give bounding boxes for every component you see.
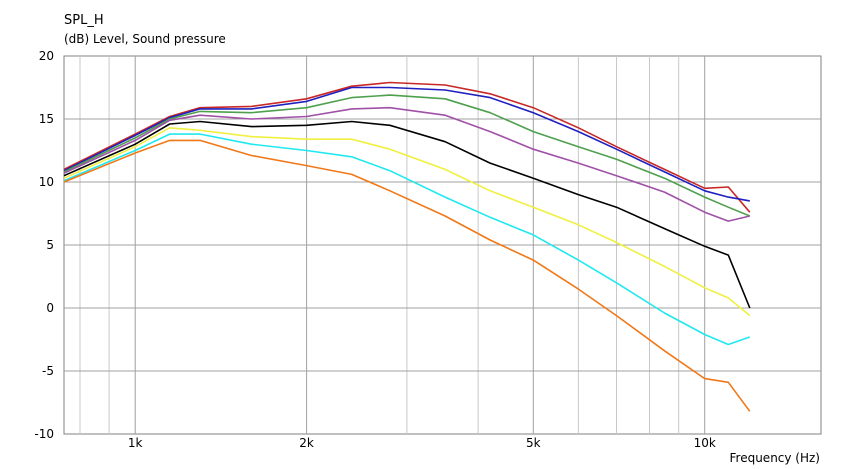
series-line-7 xyxy=(63,133,751,346)
series-line-8 xyxy=(63,139,751,412)
series-line-6 xyxy=(63,127,751,317)
series-line-3 xyxy=(63,94,751,217)
y-tick-label: 20 xyxy=(39,49,54,63)
x-tick-labels: 1k 2k 5k 10k xyxy=(128,436,716,450)
y-tick-label: 5 xyxy=(46,238,54,252)
x-axis-label: Frequency (Hz) xyxy=(730,451,821,465)
y-tick-label: -5 xyxy=(42,364,54,378)
x-tick-label: 5k xyxy=(526,436,541,450)
series-line-2 xyxy=(63,86,750,202)
y-tick-label: 15 xyxy=(39,112,54,126)
series-line-4 xyxy=(63,106,750,222)
chart-title: SPL_H xyxy=(64,13,104,28)
y-tick-label: -10 xyxy=(34,427,54,441)
y-tick-labels: 20 15 10 5 0 -5 -10 xyxy=(34,49,54,441)
x-tick-label: 10k xyxy=(694,436,716,450)
x-tick-label: 1k xyxy=(128,436,143,450)
y-axis-label: (dB) Level, Sound pressure xyxy=(64,32,226,46)
y-tick-label: 0 xyxy=(46,301,54,315)
x-tick-label: 2k xyxy=(299,436,314,450)
series-line-5 xyxy=(63,120,751,309)
series-line-1 xyxy=(63,81,751,213)
series-lines xyxy=(63,81,751,412)
y-tick-label: 10 xyxy=(39,175,54,189)
